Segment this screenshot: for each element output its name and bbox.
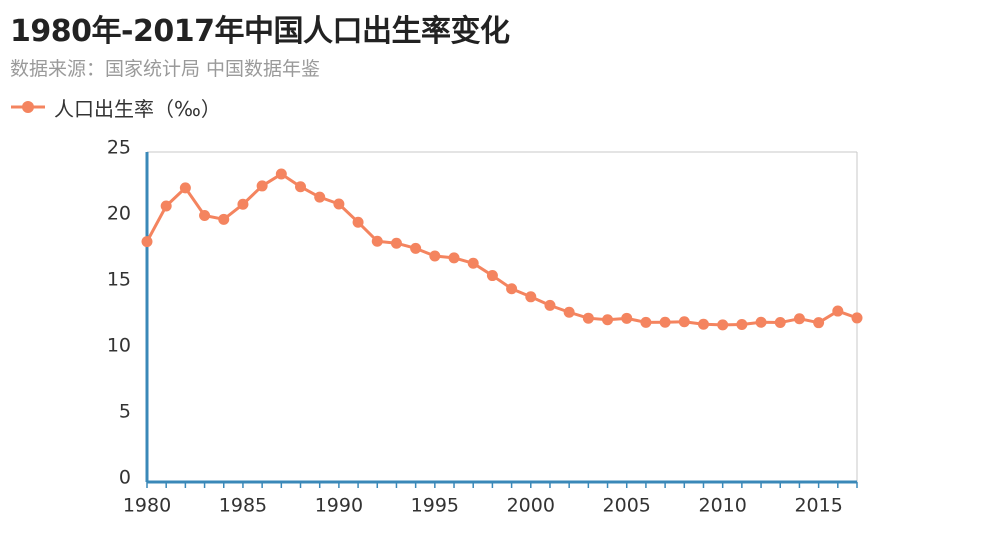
data-point [525,291,537,303]
y-tick-label: 5 [119,401,131,423]
y-tick-label: 20 [107,203,131,225]
legend-label: 人口出生率（‰） [54,96,221,121]
data-point [544,299,556,311]
data-point [582,312,594,324]
data-point [333,198,345,210]
data-point [160,200,172,212]
data-point [851,312,863,324]
x-tick-label: 1995 [411,495,459,517]
x-tick-label: 1980 [123,495,171,517]
y-tick-label: 10 [107,335,131,357]
legend-line-dot-icon [11,101,45,113]
data-point [141,236,153,248]
data-point [602,314,614,326]
data-point [640,316,652,328]
x-tick-label: 1990 [315,495,363,517]
y-tick-label: 15 [107,269,131,291]
data-point [237,198,249,210]
data-point [429,250,441,262]
data-point [621,312,633,324]
data-point [832,305,844,317]
chart-subtitle: 数据来源：国家统计局 中国数据年鉴 [10,58,321,80]
data-point [563,306,575,318]
data-point [410,242,422,254]
data-point [218,213,230,225]
data-point [793,313,805,325]
data-point [755,316,767,328]
data-point [659,316,671,328]
data-point [467,257,479,269]
data-point [697,318,709,330]
data-point [486,270,498,282]
data-point [256,180,268,192]
data-point [275,168,287,180]
data-point [179,182,191,194]
chart-title: 1980年-2017年中国人口出生率变化 [10,14,510,49]
data-point [506,283,518,295]
legend[interactable]: 人口出生率（‰） [10,92,221,122]
data-point [199,209,211,221]
data-point [678,316,690,328]
data-point [295,181,307,193]
data-point [813,317,825,329]
data-point [314,191,326,203]
data-point [371,235,383,247]
y-tick-label: 25 [107,137,131,159]
data-point [352,216,364,228]
data-point [390,237,402,249]
x-tick-label: 2005 [603,495,651,517]
y-tick-label: 0 [119,467,131,489]
series-line [145,172,858,327]
data-point [774,317,786,329]
x-tick-label: 2010 [698,495,746,517]
data-point [448,252,460,264]
x-tick-label: 2015 [794,495,842,517]
x-tick-label: 2000 [507,495,555,517]
data-point [717,319,729,331]
data-point [736,319,748,331]
x-tick-label: 1985 [219,495,267,517]
